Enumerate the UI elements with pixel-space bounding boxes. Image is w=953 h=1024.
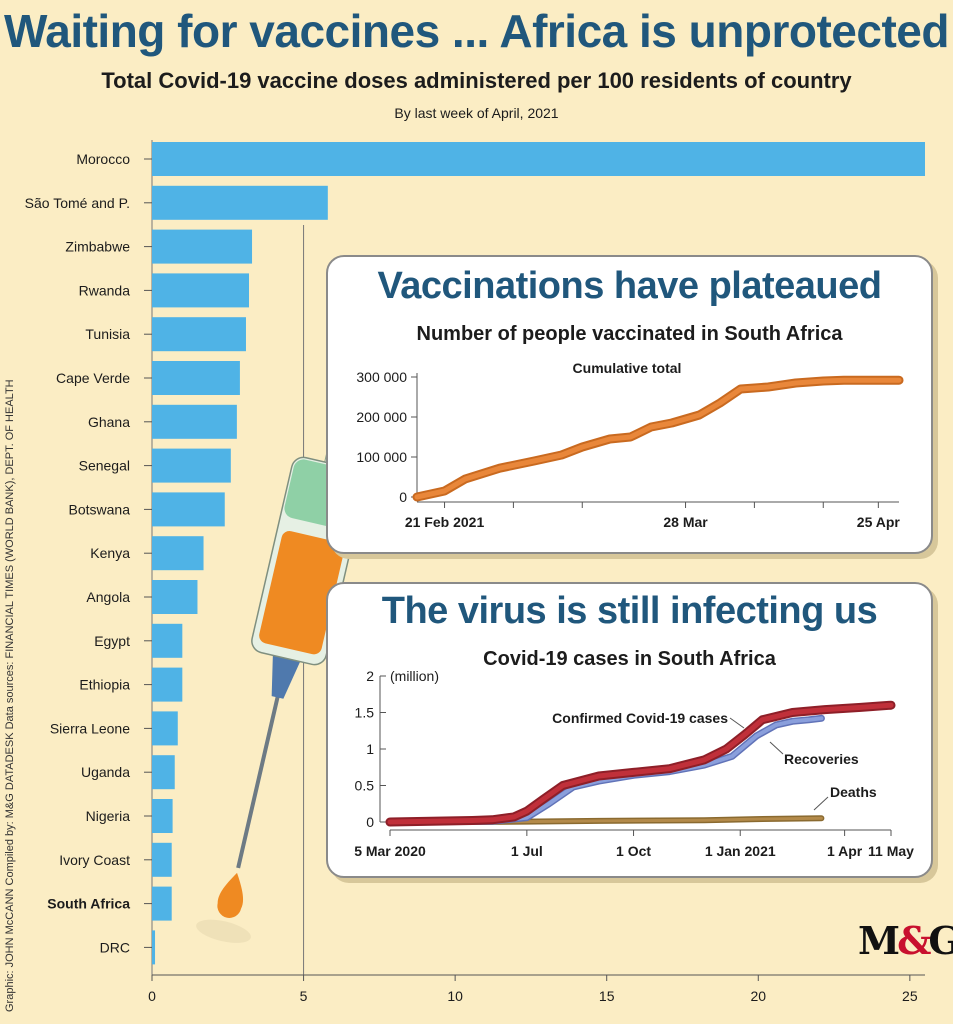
bar xyxy=(152,317,246,352)
bar xyxy=(152,886,172,921)
x-tick-label: 25 Apr xyxy=(857,514,901,530)
bar xyxy=(152,536,204,571)
bar xyxy=(152,448,231,483)
x-tick-label: 1 Jan 2021 xyxy=(705,843,776,859)
bar xyxy=(152,273,250,308)
bar xyxy=(152,492,225,527)
vaccinations-subtitle: Number of people vaccinated in South Afr… xyxy=(416,323,843,345)
vaccinated-line-outline xyxy=(412,375,904,502)
syringe-shadow xyxy=(196,919,251,943)
cases-subtitle: Covid-19 cases in South Africa xyxy=(483,648,776,670)
y-tick-label: 0.5 xyxy=(355,778,375,794)
bar xyxy=(152,930,156,965)
x-tick-label: 10 xyxy=(447,988,463,1004)
recoveries-line xyxy=(388,716,824,824)
y-tick-label: 200 000 xyxy=(356,409,407,425)
x-tick-label: 1 Jul xyxy=(511,843,543,859)
y-tick-label: 2 xyxy=(366,668,374,684)
bar xyxy=(152,229,253,264)
category-label: Cape Verde xyxy=(56,370,130,386)
series-label-recoveries: Recoveries xyxy=(784,751,859,767)
x-tick-label: 5 Mar 2020 xyxy=(354,843,426,859)
series-label-cumulative: Cumulative total xyxy=(573,360,682,376)
category-label: Kenya xyxy=(90,545,130,561)
bar xyxy=(152,580,198,614)
bar xyxy=(152,755,175,790)
category-label: Senegal xyxy=(79,458,130,474)
x-tick-label: 21 Feb 2021 xyxy=(405,514,485,530)
category-label: São Tomé and P. xyxy=(25,195,130,211)
syringe-liquid xyxy=(259,531,345,655)
syringe-drop xyxy=(217,872,244,918)
category-label: Tunisia xyxy=(85,326,130,342)
category-label: Nigeria xyxy=(86,808,131,824)
bar xyxy=(152,623,183,658)
cases-leader-line xyxy=(729,717,745,729)
y-tick-label: 100 000 xyxy=(356,449,407,465)
vaccinations-title: Vaccinations have plateaued xyxy=(377,265,882,307)
x-tick-label: 5 xyxy=(300,988,308,1004)
bar xyxy=(152,799,173,833)
category-label: Ethiopia xyxy=(79,677,130,693)
vaccinated-line xyxy=(414,377,902,500)
bar xyxy=(152,404,237,439)
x-tick-label: 11 May xyxy=(868,843,914,859)
x-tick-label: 15 xyxy=(599,988,615,1004)
bar xyxy=(152,711,178,746)
x-tick-label: 25 xyxy=(902,988,918,1004)
bar xyxy=(152,842,172,877)
category-label: Morocco xyxy=(76,151,130,167)
bar xyxy=(152,667,183,702)
x-tick-label: 28 Mar xyxy=(663,514,708,530)
bar xyxy=(152,361,240,395)
category-label: Uganda xyxy=(81,764,130,780)
category-label: Egypt xyxy=(94,633,130,649)
x-tick-label: 0 xyxy=(148,988,156,1004)
y-unit-label: (million) xyxy=(390,668,439,684)
cases-line-chart: 0 0.5 1 1.5 2 (million) 5 Mar 2020 1 Jul 1 Oct 1 … xyxy=(354,668,914,859)
syringe-hub xyxy=(271,655,301,699)
y-tick-label: 0 xyxy=(366,814,374,830)
category-label: Rwanda xyxy=(79,282,131,298)
category-label: Sierra Leone xyxy=(50,720,130,736)
deaths-leader-line xyxy=(813,796,829,811)
date-note: By last week of April, 2021 xyxy=(394,105,559,121)
category-label: DRC xyxy=(100,939,130,955)
category-label: Angola xyxy=(86,589,130,605)
y-tick-label: 0 xyxy=(399,489,407,505)
x-tick-label: 1 Oct xyxy=(616,843,651,859)
category-label: Botswana xyxy=(69,501,131,517)
bar xyxy=(152,142,925,176)
y-tick-label: 300 000 xyxy=(356,369,407,385)
category-label: Ghana xyxy=(88,414,130,430)
vaccinations-line-chart: 0 100 000 200 000 300 000 21 Feb 2021 28 Mar 2… xyxy=(356,360,904,530)
category-label: South Africa xyxy=(47,896,130,912)
cases-line xyxy=(387,702,894,825)
x-tick-label: 20 xyxy=(750,988,766,1004)
cases-title: The virus is still infecting us xyxy=(381,590,878,632)
category-label: Zimbabwe xyxy=(65,239,130,255)
series-label-cases: Confirmed Covid-19 cases xyxy=(552,710,728,726)
chart-subtitle: Total Covid-19 vaccine doses administere… xyxy=(101,68,852,93)
y-tick-label: 1.5 xyxy=(355,705,375,721)
cases-panel: The virus is still infecting us Covid-19… xyxy=(326,582,933,878)
main-title: Waiting for vaccines ... Africa is unpro… xyxy=(4,5,949,57)
bar xyxy=(152,185,328,220)
y-tick-label: 1 xyxy=(366,741,374,757)
mg-logo: M&G xyxy=(858,918,953,963)
series-label-deaths: Deaths xyxy=(830,784,877,800)
x-tick-label: 1 Apr xyxy=(827,843,863,859)
category-label: Ivory Coast xyxy=(59,852,130,868)
source-credit: Graphic: JOHN McCANN Compiled by: M&G DA… xyxy=(4,379,16,1012)
vaccinations-panel: Vaccinations have plateaued Number of pe… xyxy=(326,255,933,554)
syringe-needle xyxy=(236,687,282,869)
recoveries-leader-line xyxy=(769,741,784,755)
